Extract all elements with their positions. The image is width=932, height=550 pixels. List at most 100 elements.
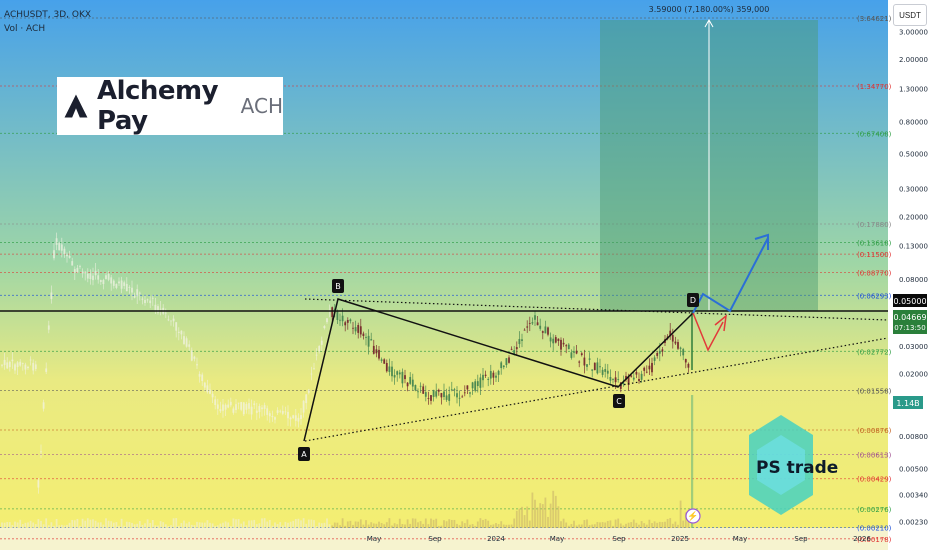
event-lightning-icon[interactable] xyxy=(685,508,701,524)
volume-bar xyxy=(401,524,404,528)
candle xyxy=(362,331,365,340)
volume-bar xyxy=(609,520,612,528)
candle xyxy=(263,402,266,416)
volume-bar xyxy=(679,500,682,528)
candle xyxy=(651,357,653,377)
candle xyxy=(144,295,146,306)
candle xyxy=(58,241,61,251)
volume-bar xyxy=(250,520,253,528)
candle xyxy=(414,384,417,392)
candle xyxy=(115,283,118,290)
volume-bar xyxy=(554,495,557,528)
candle xyxy=(128,285,131,294)
volume-bar xyxy=(440,525,443,528)
volume-bar xyxy=(479,518,482,528)
volume-bar xyxy=(450,519,453,528)
candle xyxy=(261,405,263,417)
volume-bar xyxy=(359,519,362,528)
candle xyxy=(14,362,16,374)
candle xyxy=(469,391,471,398)
volume-bar xyxy=(422,523,425,528)
symbol-title: ACHUSDT, 3D, OKX xyxy=(4,10,92,20)
candle xyxy=(385,359,388,373)
candle xyxy=(229,397,232,408)
candle xyxy=(378,345,380,361)
volume-bar xyxy=(417,522,419,528)
level-label: (0.11500) xyxy=(857,251,892,259)
volume-bar xyxy=(81,518,84,528)
volume-bar xyxy=(352,524,354,528)
volume-bar xyxy=(424,518,427,528)
volume-bar xyxy=(219,523,222,528)
volume-bar xyxy=(141,524,144,528)
volume-bar xyxy=(583,520,586,528)
pattern-point-b[interactable]: B xyxy=(332,279,344,293)
candle xyxy=(315,348,318,361)
volume-bar xyxy=(612,525,614,528)
candle xyxy=(450,381,453,392)
level-label: (0.00613) xyxy=(857,451,892,459)
lower-triangle-line[interactable] xyxy=(304,337,889,442)
abcd-pattern-line[interactable] xyxy=(303,298,694,442)
volume-bar xyxy=(336,522,339,528)
candle xyxy=(570,349,573,360)
candle xyxy=(66,252,68,263)
volume-bar xyxy=(419,521,422,528)
volume-bar xyxy=(328,524,331,528)
candle xyxy=(606,364,609,380)
volume-bar xyxy=(128,522,131,528)
candle xyxy=(167,315,170,322)
pattern-point-c[interactable]: C xyxy=(613,394,625,408)
volume-bar xyxy=(245,525,248,528)
candle xyxy=(232,406,235,415)
candle xyxy=(557,338,560,346)
volume-bar xyxy=(682,520,685,528)
candle xyxy=(617,371,620,383)
volume-bar xyxy=(94,520,97,528)
candle xyxy=(521,333,523,348)
volume-indicator-label[interactable]: Vol · ACH xyxy=(4,24,46,34)
candle xyxy=(580,352,583,357)
volume-bar xyxy=(118,525,120,528)
candle xyxy=(16,361,19,375)
bear-projection-arrow[interactable] xyxy=(692,312,724,352)
candle xyxy=(79,264,81,269)
candle xyxy=(287,405,289,426)
candle xyxy=(505,358,508,368)
candle xyxy=(326,318,328,324)
volume-bar xyxy=(112,522,115,528)
pattern-point-d[interactable]: D xyxy=(687,293,699,307)
volume-bar xyxy=(331,525,334,528)
candle xyxy=(508,355,510,364)
candle xyxy=(427,391,430,405)
volume-bar xyxy=(549,503,552,528)
time-tick-label: May xyxy=(367,535,381,543)
logo-name: Alchemy Pay xyxy=(96,76,219,136)
volume-bar xyxy=(632,519,635,528)
volume-bar xyxy=(105,518,107,528)
volume-bar xyxy=(47,525,50,528)
volume-bar xyxy=(253,519,256,528)
volume-bar xyxy=(471,524,474,528)
volume-bar xyxy=(489,524,492,528)
upper-triangle-line[interactable] xyxy=(304,298,889,321)
candle xyxy=(661,346,664,357)
volume-bar xyxy=(196,521,198,528)
ps-trade-watermark: PS trade xyxy=(756,458,839,478)
price-tick-label: 0.00500 xyxy=(899,465,928,473)
volume-bar xyxy=(453,519,456,528)
candle xyxy=(237,402,240,410)
candle xyxy=(242,402,245,416)
volume-bar xyxy=(214,525,217,528)
volume-bar xyxy=(448,519,451,528)
candle xyxy=(206,379,209,394)
volume-bar xyxy=(32,522,35,528)
candle xyxy=(357,322,360,339)
candle xyxy=(515,341,518,356)
time-tick-label: Sep xyxy=(612,535,626,543)
volume-bar xyxy=(167,525,170,528)
candle xyxy=(307,388,310,395)
pattern-point-a[interactable]: A xyxy=(298,447,310,461)
currency-selector-button[interactable]: USDT xyxy=(893,4,927,26)
